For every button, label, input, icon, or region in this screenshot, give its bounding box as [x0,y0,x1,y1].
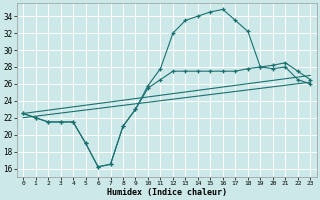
X-axis label: Humidex (Indice chaleur): Humidex (Indice chaleur) [107,188,227,197]
